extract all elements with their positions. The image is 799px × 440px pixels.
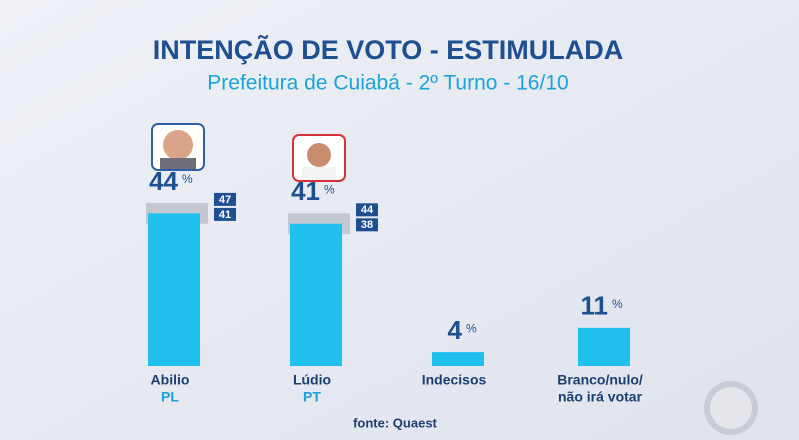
range-label: 47 [219, 194, 231, 206]
range-box [214, 207, 236, 221]
bar [148, 213, 200, 366]
range-label: 41 [219, 209, 231, 221]
photo [151, 123, 205, 171]
value-label: 4 [448, 315, 463, 345]
sublabel: PT [303, 389, 321, 405]
chart-subtitle: Prefeitura de Cuiabá - 2º Turno - 16/10 [207, 72, 568, 95]
sublabel: não irá votar [558, 389, 643, 405]
category-label: Indecisos [422, 372, 487, 388]
bar [432, 352, 484, 366]
value-unit: % [612, 297, 623, 311]
chart-title: INTENÇÃO DE VOTO - ESTIMULADA [153, 34, 624, 65]
value-unit: % [324, 182, 335, 196]
category-label: Branco/nulo/ [557, 372, 643, 388]
category-label: Abilio [151, 372, 190, 388]
source: fonte: Quaest [353, 415, 437, 430]
value-label: 11 [581, 291, 609, 321]
value-label: 44 [149, 166, 178, 196]
sublabel: PL [161, 389, 179, 405]
range-label: 44 [361, 204, 374, 216]
bar [578, 327, 630, 366]
category-label: Lúdio [293, 372, 331, 388]
value-unit: % [182, 172, 193, 186]
range-label: 38 [361, 219, 373, 231]
range-box [356, 218, 378, 232]
photo [292, 134, 346, 182]
bar [290, 223, 342, 366]
range-box [356, 203, 378, 217]
logo [704, 381, 758, 435]
range-box [214, 192, 236, 206]
value-unit: % [466, 321, 477, 335]
value-label: 41 [291, 176, 320, 206]
